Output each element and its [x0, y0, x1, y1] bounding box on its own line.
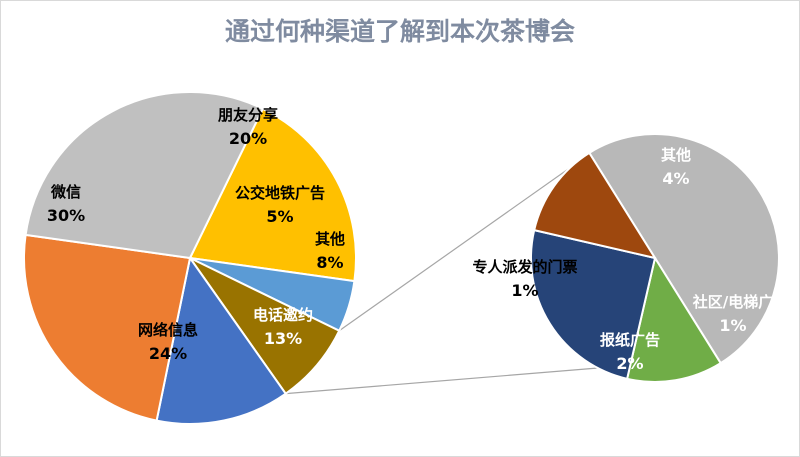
- sub-pie-slice-1: [625, 255, 723, 383]
- main-pie-label-value-0: 20%: [229, 129, 267, 148]
- main-pie-label-value-2: 8%: [316, 253, 343, 272]
- sub-pie-label-value-1: 1%: [719, 316, 746, 335]
- main-pie: [23, 91, 357, 425]
- main-pie-slice-0: [188, 107, 357, 283]
- connector-line-top: [338, 147, 599, 332]
- main-pie-label-value-3: 13%: [264, 329, 302, 348]
- data-labels: 朋友分享 20% 公交地铁广告 5% 其他 8% 电话邀约 13% 网络信息 24% 微信 30% 其他…: [47, 106, 773, 373]
- sub-pie-label-value-0: 4%: [662, 169, 689, 188]
- main-pie-label-value-5: 30%: [47, 206, 85, 225]
- main-pie-label-name-2: 其他: [315, 230, 345, 248]
- sub-pie-label-value-2: 2%: [616, 354, 643, 373]
- connector-line-bottom: [285, 367, 599, 395]
- sub-pie-label-name-2: 报纸广告: [600, 331, 660, 349]
- main-pie-label-value-1: 5%: [266, 207, 293, 226]
- chart-title: 通过何种渠道了解到本次茶博会: [224, 17, 575, 46]
- main-pie-label-name-5: 微信: [50, 183, 81, 201]
- main-pie-slice-3: [155, 255, 288, 425]
- main-pie-label-value-4: 24%: [149, 344, 187, 363]
- main-pie-slice-4: [23, 233, 192, 422]
- main-pie-label-name-0: 朋友分享: [218, 106, 278, 124]
- sub-pie-slice-3: [532, 151, 658, 260]
- sub-pie-label-name-3: 专人派发的门票: [472, 258, 577, 276]
- sub-pie-label-name-0: 其他: [661, 146, 691, 164]
- main-pie-label-name-1: 公交地铁广告: [235, 184, 325, 202]
- main-pie-label-name-3: 电话邀约: [253, 306, 313, 324]
- main-pie-label-name-4: 网络信息: [138, 321, 198, 339]
- sub-pie-label-name-1: 社区/电梯广: [692, 293, 773, 311]
- sub-pie-slice-2: [530, 228, 657, 381]
- sub-pie-slice-0: [587, 133, 780, 365]
- sub-pie-label-value-3: 1%: [511, 281, 538, 300]
- main-pie-slice-5: [24, 91, 265, 260]
- sub-pie: [530, 133, 780, 383]
- connector-lines: [285, 147, 599, 395]
